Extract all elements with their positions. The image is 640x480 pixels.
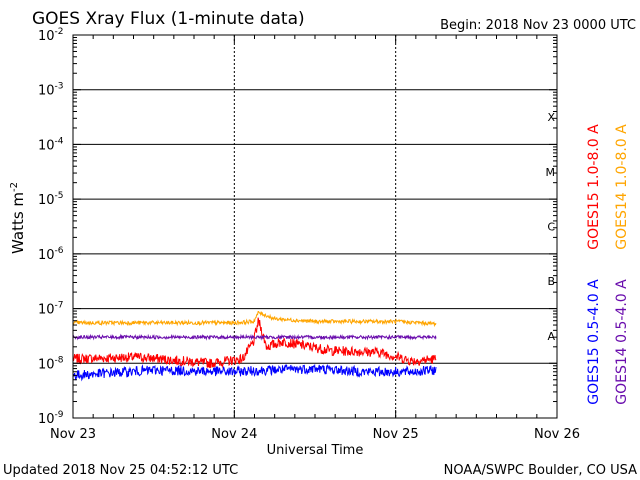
x-tick-label: Nov 26	[534, 427, 580, 442]
y-tick-base: 10	[38, 303, 55, 318]
legend-entry: GOES14 1.0-8.0 A	[614, 124, 630, 250]
series-line	[72, 310, 437, 328]
y-tick-exponent: -7	[55, 301, 64, 311]
y-axis-label-text: Watts m	[9, 192, 27, 254]
series-line	[72, 363, 437, 382]
begin-label: Begin: 2018 Nov 23 0000 UTC	[440, 18, 636, 33]
source-label: NOAA/SWPC Boulder, CO USA	[444, 463, 637, 478]
series-line	[72, 333, 437, 341]
chart-title: GOES Xray Flux (1-minute data)	[32, 9, 305, 29]
y-axis-label: Watts m-2	[9, 182, 27, 254]
y-tick-base: 10	[38, 29, 55, 44]
y-tick-exponent: -2	[55, 27, 64, 37]
y-tick-base: 10	[38, 193, 55, 208]
y-tick-label: 10-3	[38, 82, 64, 99]
y-tick-base: 10	[38, 248, 55, 263]
y-tick-label: 10-8	[38, 355, 64, 372]
y-tick-base: 10	[38, 357, 55, 372]
x-axis-label: Universal Time	[267, 443, 364, 458]
flare-class-label: C	[547, 221, 555, 234]
y-tick-exponent: -5	[55, 191, 64, 201]
x-tick-label: Nov 24	[211, 427, 257, 442]
y-tick-label: 10-2	[38, 27, 64, 44]
y-tick-base: 10	[38, 84, 55, 99]
y-tick-label: 10-5	[38, 191, 64, 208]
flare-class-label: X	[547, 111, 555, 124]
y-tick-label: 10-9	[38, 410, 64, 427]
legend-entry: GOES15 1.0-8.0 A	[586, 124, 602, 250]
x-tick-label: Nov 25	[373, 427, 419, 442]
series-line	[72, 317, 437, 369]
flare-class-label: B	[547, 275, 555, 288]
legend-entry: GOES14 0.5-4.0 A	[614, 279, 630, 405]
y-tick-exponent: -4	[55, 136, 64, 146]
y-tick-label: 10-4	[38, 136, 64, 153]
y-tick-exponent: -3	[55, 82, 64, 92]
y-tick-label: 10-6	[38, 246, 64, 263]
flare-class-label: A	[547, 330, 555, 343]
y-tick-base: 10	[38, 412, 55, 427]
svg-text:Watts m-2: Watts m-2	[9, 182, 27, 254]
y-tick-exponent: -9	[55, 410, 64, 420]
updated-label: Updated 2018 Nov 25 04:52:12 UTC	[3, 463, 238, 478]
x-tick-label: Nov 23	[50, 427, 96, 442]
y-axis-label-sup: -2	[9, 182, 20, 192]
y-tick-label: 10-7	[38, 301, 64, 318]
y-tick-base: 10	[38, 138, 55, 153]
legend-entry: GOES15 0.5-4.0 A	[586, 279, 602, 405]
y-tick-exponent: -8	[55, 355, 64, 365]
plot-frame	[72, 34, 558, 419]
flare-class-label: M	[546, 166, 556, 179]
y-tick-exponent: -6	[55, 246, 64, 256]
